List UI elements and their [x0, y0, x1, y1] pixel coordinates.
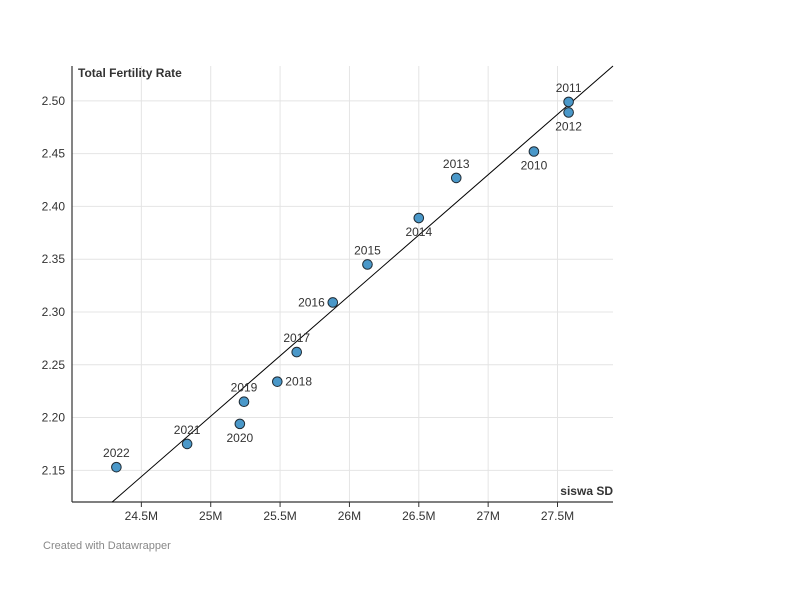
data-point-2011 — [563, 96, 574, 108]
point-label-2014: 2014 — [405, 225, 432, 239]
data-point-2022 — [111, 461, 122, 473]
x-tick-label: 26M — [338, 509, 361, 523]
y-tick-label: 2.20 — [42, 411, 66, 425]
y-tick-label: 2.35 — [42, 252, 66, 266]
point-label-2013: 2013 — [443, 157, 470, 171]
point-label-2010: 2010 — [521, 159, 548, 173]
x-tick-label: 25M — [199, 509, 222, 523]
data-point-2013 — [450, 172, 462, 184]
point-label-2011: 2011 — [556, 81, 582, 95]
y-tick-label: 2.40 — [42, 199, 66, 213]
y-tick-label: 2.50 — [42, 94, 66, 108]
x-axis-title: siswa SD — [560, 484, 613, 498]
y-tick-label: 2.45 — [42, 147, 66, 161]
point-label-2018: 2018 — [285, 375, 312, 389]
point-label-2020: 2020 — [226, 431, 253, 445]
data-point-2021 — [181, 438, 193, 450]
x-tick-label: 27.5M — [541, 509, 574, 523]
point-label-2021: 2021 — [174, 423, 201, 437]
grid-lines — [72, 66, 613, 507]
data-point-2017 — [291, 346, 303, 358]
x-tick-label: 26.5M — [402, 509, 435, 523]
point-label-2015: 2015 — [354, 243, 381, 257]
data-points — [111, 96, 574, 473]
data-point-2016 — [327, 297, 339, 308]
y-tick-label: 2.25 — [42, 358, 66, 372]
data-point-2015 — [362, 259, 373, 270]
trend-line — [111, 65, 614, 503]
x-tick-label: 25.5M — [263, 509, 296, 523]
point-labels: 2010 2011 2012 2013 2014 2015 2016 2017 2018 2019… — [103, 81, 582, 460]
y-axis-title: Total Fertility Rate — [78, 66, 182, 80]
point-label-2019: 2019 — [231, 381, 258, 395]
point-label-2016: 2016 — [298, 295, 325, 309]
data-point-2019 — [238, 396, 250, 408]
data-point-2012 — [563, 107, 574, 118]
x-tick-labels: 24.5M 25M 25.5M 26M 26.5M 27M 27.5M — [125, 509, 575, 523]
datawrapper-credit: Created with Datawrapper — [43, 540, 171, 552]
x-tick-label: 27M — [476, 509, 499, 523]
data-point-2018 — [272, 376, 283, 387]
data-point-2014 — [413, 212, 425, 224]
data-point-2010 — [528, 146, 540, 157]
y-tick-label: 2.15 — [42, 463, 66, 477]
axes — [71, 66, 613, 503]
data-point-2020 — [234, 418, 246, 430]
point-label-2017: 2017 — [283, 331, 310, 345]
y-tick-label: 2.30 — [42, 305, 66, 319]
point-label-2012: 2012 — [555, 119, 582, 133]
point-label-2022: 2022 — [103, 446, 130, 460]
y-tick-labels: 2.15 2.20 2.25 2.30 2.35 2.40 2.45 2.50 — [42, 94, 66, 477]
x-tick-label: 24.5M — [125, 509, 158, 523]
